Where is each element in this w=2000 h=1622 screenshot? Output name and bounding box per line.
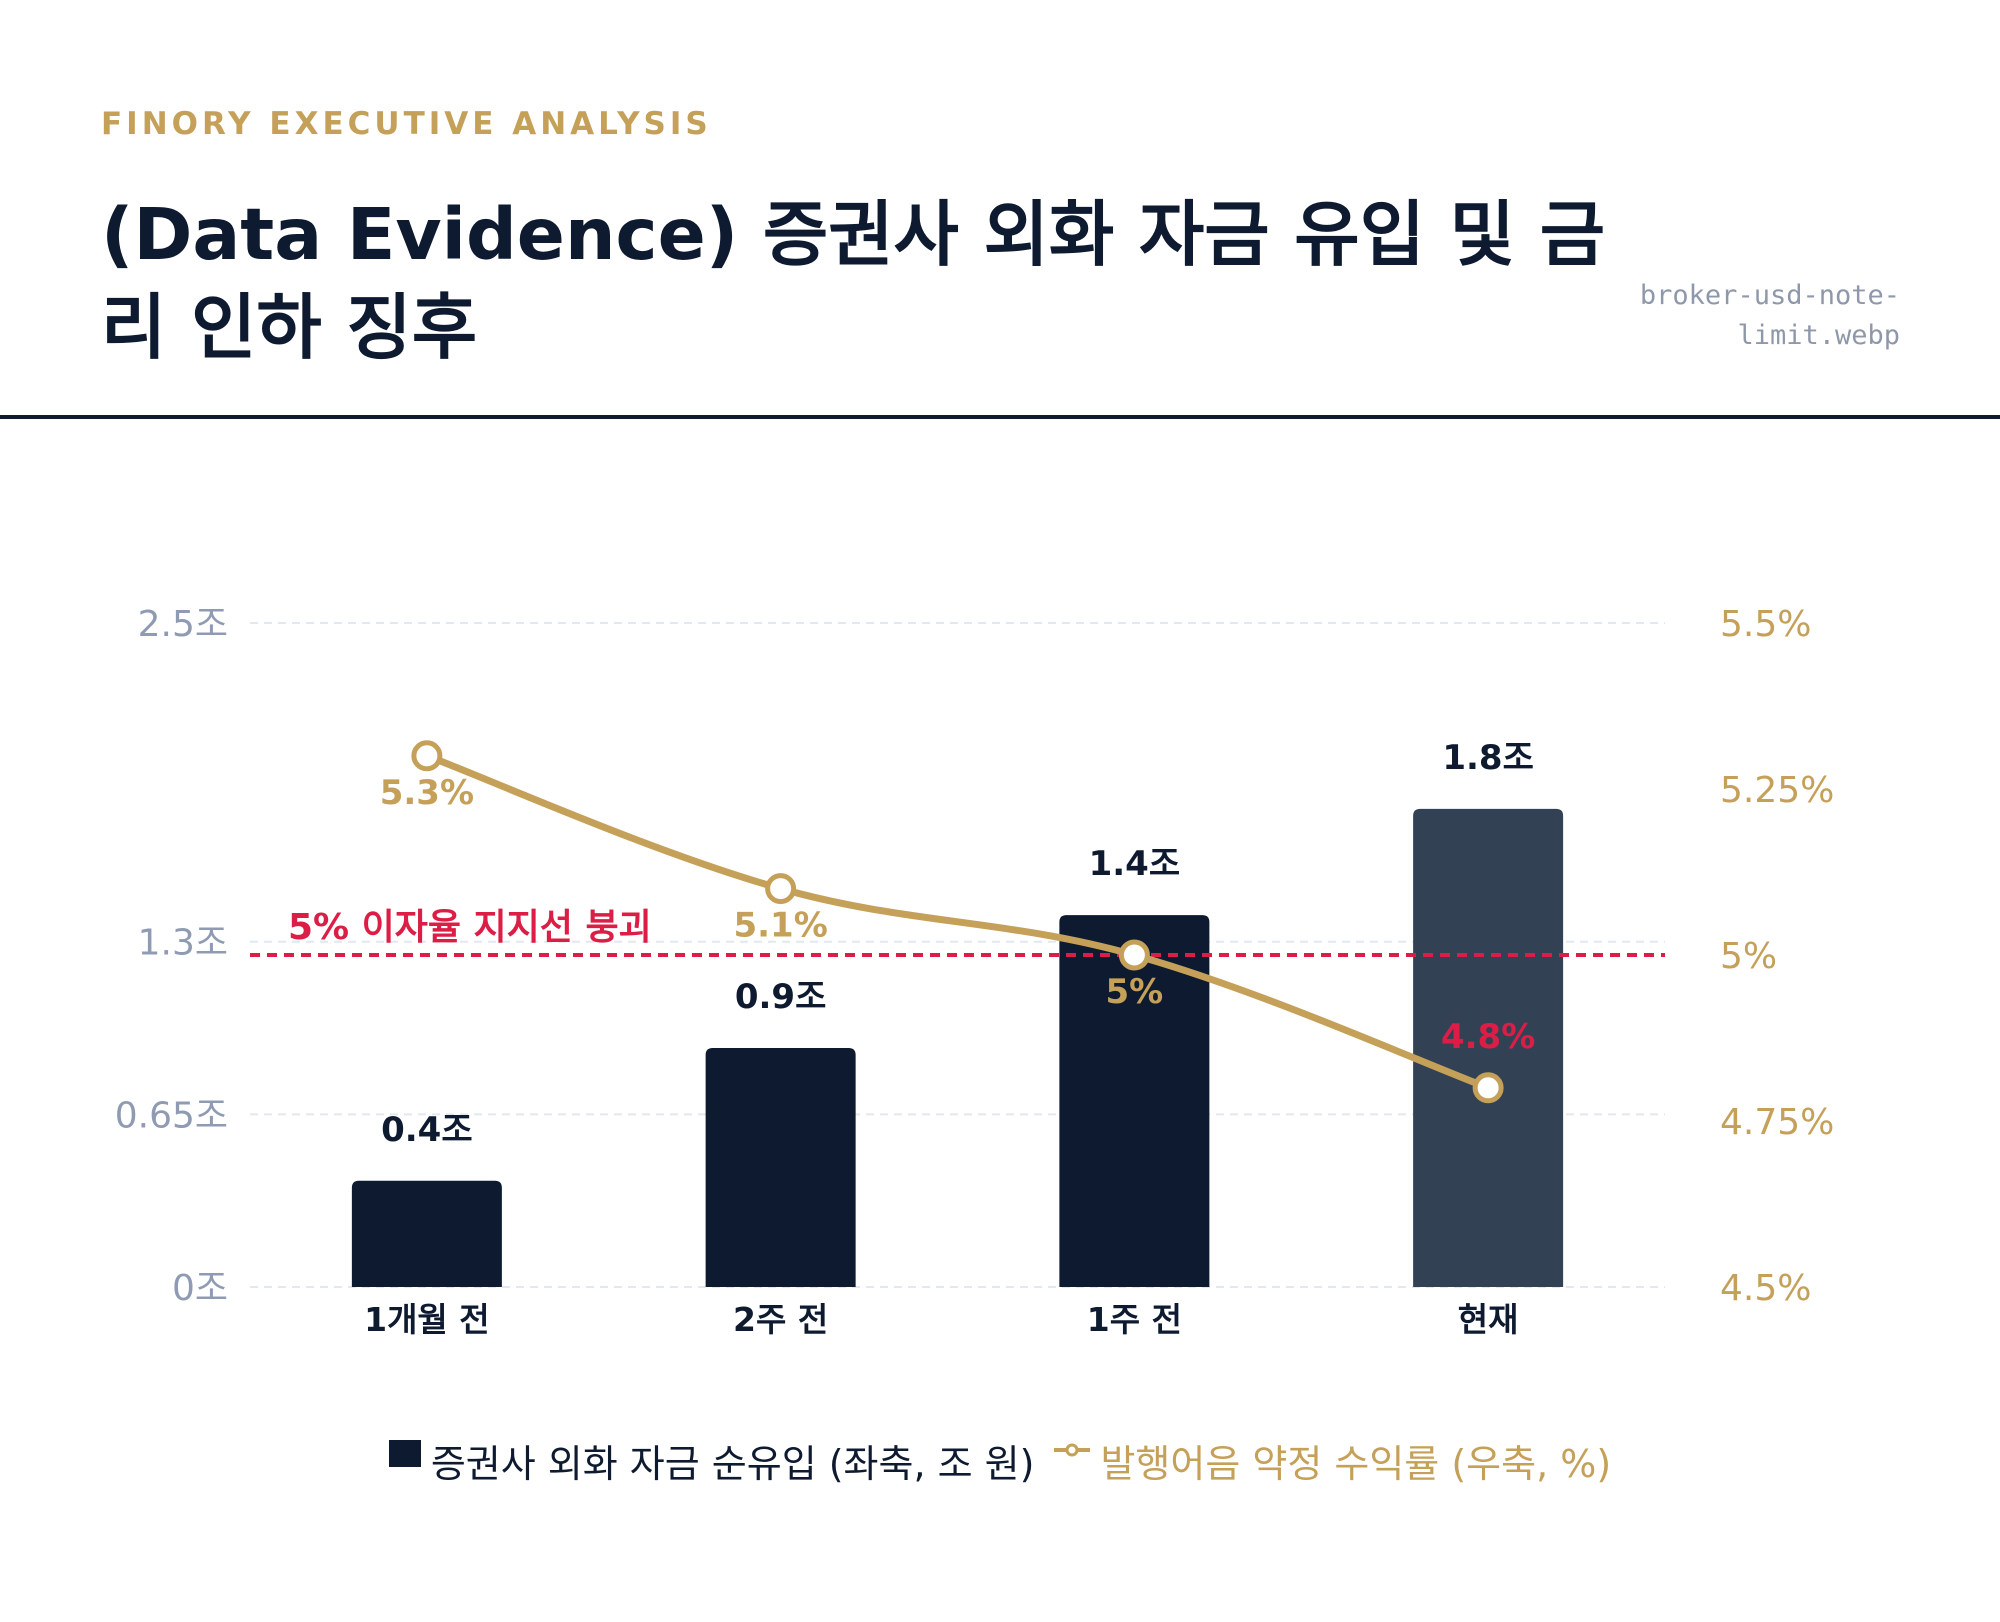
line-point	[765, 873, 797, 905]
left-tick-label: 1.3조	[138, 923, 228, 964]
reference-line: 5% 이자율 지지선 붕괴	[250, 907, 1665, 957]
x-axis-label: 2주 전	[733, 1300, 828, 1339]
bar	[351, 1180, 502, 1287]
right-axis-ticks: 4.5% 4.75% 5% 5.25% 5.5%	[1720, 604, 1834, 1309]
right-tick-label: 5.25%	[1720, 770, 1834, 811]
bar-series	[351, 808, 1564, 1287]
line-data-label: 5%	[1106, 972, 1164, 1012]
line-data-label: 5.3%	[380, 773, 474, 813]
line-point	[1118, 939, 1150, 971]
right-tick-label: 5%	[1720, 936, 1777, 977]
legend-item-bar[interactable]: 증권사 외화 자금 순유입 (좌축, 조 원)	[388, 1433, 1035, 1488]
bar	[1413, 808, 1564, 1287]
line-data-label: 5.1%	[733, 906, 827, 946]
bar-data-label: 0.4조	[381, 1110, 473, 1150]
chart-legend: 증권사 외화 자금 순유입 (좌축, 조 원) 발행어음 약정 수익률 (우축,…	[0, 1433, 2000, 1488]
x-axis-label: 현재	[1458, 1300, 1519, 1339]
line-point	[411, 740, 443, 772]
left-tick-label: 0.65조	[115, 1095, 228, 1136]
legend-line-swatch	[1054, 1443, 1091, 1456]
legend-item-line[interactable]: 발행어음 약정 수익률 (우축, %)	[1054, 1433, 1611, 1488]
left-axis-ticks: 0조 0.65조 1.3조 2.5조	[115, 604, 228, 1309]
left-tick-label: 0조	[172, 1268, 228, 1309]
line-series	[411, 740, 1504, 1104]
page-title: (Data Evidence) 증권사 외화 자금 유입 및 금리 인하 징후	[101, 193, 1606, 369]
legend-bar-swatch	[388, 1440, 421, 1467]
legend-line-label: 발행어음 약정 수익률 (우축, %)	[1100, 1442, 1612, 1486]
bar	[705, 1047, 856, 1287]
bar-data-label: 1.4조	[1089, 844, 1181, 884]
bar-data-label: 0.9조	[735, 977, 827, 1017]
file-name-label: broker-usd-note-limit.webp	[1639, 280, 1900, 351]
bar-data-label: 1.8조	[1442, 738, 1534, 778]
left-tick-label: 2.5조	[138, 604, 228, 645]
header-divider	[0, 415, 2000, 419]
bar	[1059, 915, 1210, 1287]
right-tick-label: 4.75%	[1720, 1102, 1834, 1143]
right-tick-label: 5.5%	[1720, 604, 1811, 645]
x-axis-label: 1주 전	[1087, 1300, 1182, 1339]
x-axis-labels: 1개월 전 2주 전 1주 전 현재	[364, 1300, 1518, 1339]
line-point	[1472, 1072, 1504, 1104]
brand-label: FINORY EXECUTIVE ANALYSIS	[101, 106, 712, 142]
legend-bar-label: 증권사 외화 자금 순유입 (좌축, 조 원)	[430, 1442, 1035, 1486]
bar-data-labels: 0.4조 0.9조 1.4조 1.8조	[381, 738, 1534, 1150]
line-path	[423, 752, 1492, 1092]
line-data-labels: 5.3% 5.1% 5% 4.8%	[380, 773, 1536, 1057]
x-axis-label: 1개월 전	[364, 1300, 490, 1339]
line-data-label: 4.8%	[1441, 1017, 1535, 1057]
reference-line-label: 5% 이자율 지지선 붕괴	[288, 907, 652, 948]
right-tick-label: 4.5%	[1720, 1268, 1811, 1309]
